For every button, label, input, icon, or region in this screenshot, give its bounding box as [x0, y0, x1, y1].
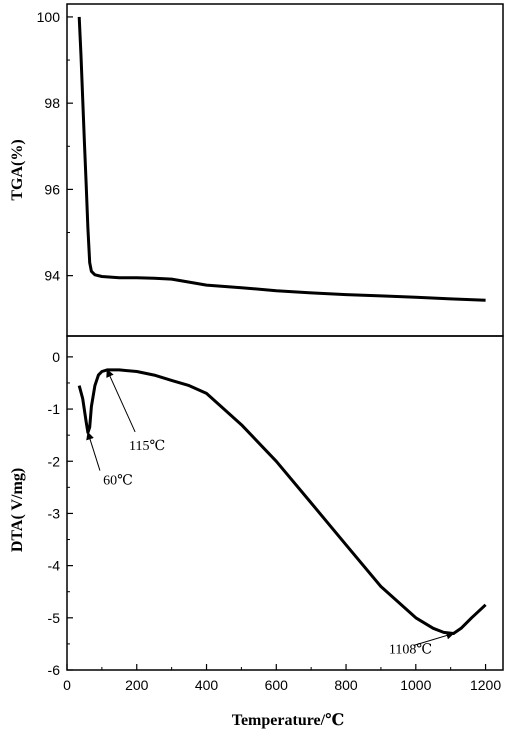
dta-y-tick-label: -5	[48, 610, 61, 626]
dta-y-tick-label: -3	[48, 505, 61, 521]
tga-y-axis-label: TGA(%)	[9, 139, 26, 200]
tga-y-tick-label: 96	[44, 181, 60, 197]
x-tick-label: 800	[334, 677, 358, 693]
x-tick-label: 1000	[400, 677, 431, 693]
dta-y-tick-label: 0	[52, 349, 60, 365]
annotation-arrow	[106, 369, 136, 433]
x-tick-label: 400	[195, 677, 219, 693]
dta-y-axis-label: DTA( V/mg)	[9, 468, 26, 552]
bottom-panel-frame	[66, 335, 504, 671]
tga-y-tick-label: 94	[44, 268, 60, 284]
dta-curve	[77, 368, 487, 635]
bottom-axis-ticks: 0-1-2-3-4-5-60 200 400 600 800 1000 1200	[48, 349, 502, 693]
dta-y-tick-label: -1	[48, 401, 61, 417]
tga-y-tick-label: 100	[37, 9, 61, 25]
x-tick-label: 1200	[470, 677, 501, 693]
annotation-label: 1108℃	[389, 642, 432, 657]
x-tick-label: 600	[265, 677, 289, 693]
dta-y-tick-label: -2	[48, 453, 61, 469]
annotation-arrow	[413, 631, 455, 646]
x-tick-label: 0	[63, 677, 71, 693]
x-tick-label: 200	[125, 677, 149, 693]
annotation-label: 115℃	[129, 439, 165, 454]
annotation-arrow	[86, 431, 101, 471]
annotations: 115℃ 60℃ 1108℃	[86, 369, 455, 657]
top-panel-frame	[66, 3, 504, 337]
dta-y-tick-label: -4	[48, 558, 61, 574]
tga-y-tick-label: 98	[44, 95, 60, 111]
x-axis-label: Temperature/℃	[232, 712, 345, 729]
tga-curve	[77, 16, 486, 302]
annotation-label: 60℃	[103, 474, 133, 489]
dta-y-tick-label: -6	[48, 662, 61, 678]
top-y-ticks: 94 96 98 100	[37, 9, 73, 284]
